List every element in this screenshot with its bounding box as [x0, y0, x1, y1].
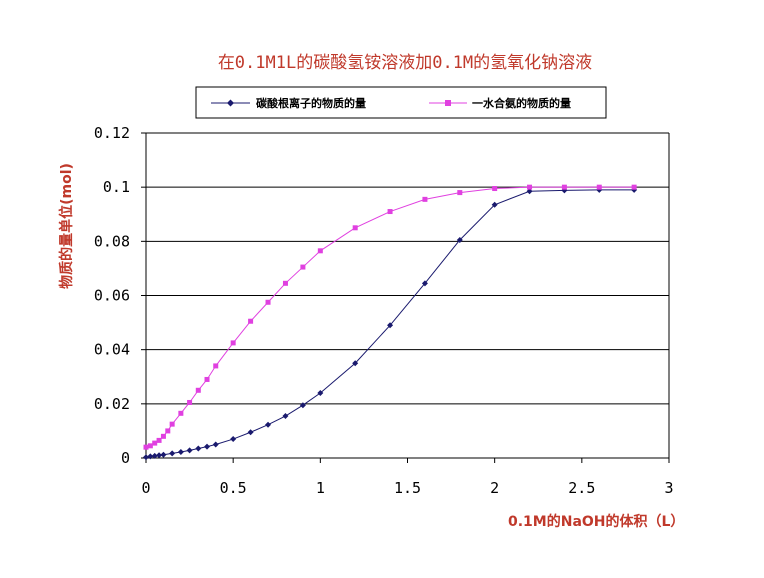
data-point [151, 452, 158, 459]
data-point [561, 184, 567, 190]
series-line [145, 186, 635, 448]
data-point [457, 190, 463, 196]
y-tick-label: 0.06 [94, 287, 130, 305]
data-point [160, 451, 167, 458]
x-tick-label: 2.5 [568, 479, 595, 497]
y-tick-label: 0.08 [94, 232, 130, 250]
data-point [527, 184, 533, 190]
legend-box [195, 86, 607, 119]
chart-title: 在0.1M1L的碳酸氢铵溶液加0.1M的氢氧化钠溶液 [218, 53, 592, 73]
data-point [282, 280, 288, 286]
data-point [204, 443, 211, 450]
data-point [387, 209, 393, 215]
data-point [492, 186, 498, 192]
data-point [422, 196, 428, 202]
data-point [156, 452, 163, 459]
data-point [247, 429, 254, 436]
series-1 [143, 184, 637, 450]
data-point [178, 410, 184, 416]
series-0 [143, 186, 638, 461]
y-tick-label: 0.02 [94, 395, 130, 413]
legend-label-ammonia: 一水合氨的物质的量 [472, 96, 571, 110]
data-point [156, 437, 162, 443]
y-tick-label: 0.12 [94, 124, 130, 142]
data-point [230, 340, 236, 346]
data-point [147, 443, 153, 449]
data-point [299, 402, 306, 409]
data-point [160, 433, 166, 439]
data-point [169, 421, 175, 427]
data-point [596, 184, 602, 190]
data-point [456, 236, 463, 243]
data-point [248, 318, 254, 324]
data-point [526, 188, 533, 195]
legend-label-carbonate: 碳酸根离子的物质的量 [256, 96, 366, 110]
x-tick-label: 0.5 [220, 479, 247, 497]
data-point [212, 441, 219, 448]
data-point [195, 445, 202, 452]
legend: 碳酸根离子的物质的量 一水合氨的物质的量 [195, 86, 607, 119]
y-tick-label: 0 [121, 449, 130, 467]
y-tick-label: 0.04 [94, 341, 130, 359]
x-tick-label: 3 [664, 479, 673, 497]
x-tick-label: 2 [490, 479, 499, 497]
series [143, 184, 638, 461]
data-point [143, 454, 149, 461]
tick-labels: 0 0.02 0.04 0.06 0.08 0.1 0.12 0 0.5 1 1.5 2 2.5 3 [94, 124, 674, 497]
x-tick-label: 1.5 [394, 479, 421, 497]
data-point [352, 360, 359, 367]
data-point [300, 264, 306, 270]
data-point [317, 248, 323, 254]
data-point [152, 440, 158, 446]
data-point [230, 436, 237, 443]
data-point [204, 376, 210, 382]
data-point [282, 413, 289, 420]
data-point [213, 363, 219, 369]
data-point [631, 184, 637, 190]
y-axis-label: 物质的量单位(mol) [58, 163, 75, 289]
x-tick-label: 0 [141, 479, 150, 497]
legend-marker-carbonate [227, 99, 234, 107]
data-point [187, 399, 193, 405]
data-point [352, 225, 358, 231]
data-point [186, 447, 193, 454]
grid [146, 132, 669, 405]
data-point [195, 387, 201, 393]
data-point [169, 450, 176, 457]
data-point [491, 201, 498, 208]
x-tick-label: 1 [316, 479, 325, 497]
data-point [421, 280, 428, 287]
data-point [177, 449, 184, 456]
data-point [165, 428, 171, 434]
legend-marker-ammonia [445, 100, 451, 106]
data-point [143, 444, 149, 450]
data-point [265, 299, 271, 305]
x-axis-label: 0.1M的NaOH的体积（L） [508, 513, 684, 530]
axes [141, 132, 670, 463]
data-point [317, 390, 324, 396]
data-point [387, 322, 394, 329]
data-point [147, 453, 154, 460]
data-point [265, 421, 272, 428]
y-tick-label: 0.1 [103, 178, 130, 196]
